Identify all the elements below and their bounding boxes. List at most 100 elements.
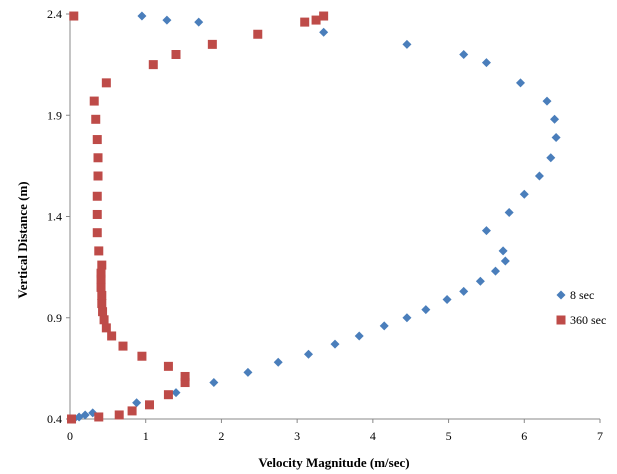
square-point (94, 412, 104, 422)
legend-square-marker (556, 315, 566, 325)
y-tick-label: 1.4 (47, 210, 62, 224)
y-axis-ticks: 0.4 0.9 1.4 1.9 2.4 (47, 7, 70, 426)
square-point (107, 331, 117, 341)
diamond-point (243, 367, 253, 377)
square-point (92, 228, 102, 238)
diamond-point (162, 15, 172, 25)
square-point (101, 323, 111, 333)
square-point (114, 410, 124, 420)
x-tick-label: 7 (597, 429, 603, 443)
y-axis-title: Vertical Distance (m) (15, 181, 30, 298)
square-point (93, 171, 103, 181)
diamond-point (442, 295, 452, 305)
diamond-point (209, 378, 219, 388)
diamond-point (504, 207, 514, 217)
square-point (171, 50, 181, 59)
square-point (99, 315, 109, 325)
diamond-point (459, 50, 469, 59)
square-point (93, 153, 103, 163)
diamond-point (319, 27, 329, 37)
x-tick-label: 4 (370, 429, 376, 443)
x-axis-title: Velocity Magnitude (m/sec) (258, 455, 409, 470)
square-point (96, 268, 106, 278)
diamond-point (491, 266, 501, 276)
diamond-point (421, 305, 431, 315)
diamond-point (519, 189, 529, 199)
square-point (96, 274, 106, 284)
square-point (101, 78, 111, 88)
square-point (69, 11, 79, 21)
x-tick-label: 0 (67, 429, 73, 443)
x-tick-label: 5 (446, 429, 452, 443)
diamond-point (304, 349, 313, 359)
legend-label: 8 sec (570, 288, 594, 302)
square-point (96, 282, 106, 292)
diamond-point (171, 388, 181, 398)
legend-item: 360 sec (556, 313, 606, 327)
diamond-point (500, 256, 510, 266)
diamond-point (551, 133, 561, 143)
square-point (148, 60, 158, 70)
diamond-point (459, 286, 469, 296)
diamond-point (80, 410, 90, 420)
square-point (92, 191, 102, 201)
diamond-point (546, 153, 556, 163)
x-axis-ticks: 0 1 2 3 4 5 6 7 (67, 419, 603, 443)
square-point (163, 361, 173, 371)
diamond-point (402, 313, 412, 323)
diamond-point (273, 357, 283, 367)
square-point (67, 414, 77, 424)
square-point (253, 29, 263, 39)
square-point (91, 114, 101, 124)
square-point (118, 341, 128, 351)
square-point (98, 307, 108, 317)
legend-label: 360 sec (570, 313, 606, 327)
diamond-point (194, 17, 204, 27)
y-tick-label: 2.4 (47, 7, 62, 21)
square-point (207, 39, 217, 49)
y-tick-label: 0.4 (47, 412, 62, 426)
square-point (319, 11, 329, 21)
diamond-point (550, 114, 560, 124)
plot-area (69, 14, 600, 420)
square-point (94, 246, 104, 256)
diamond-point (330, 339, 340, 349)
square-point (163, 390, 173, 400)
square-point (311, 15, 321, 25)
diamond-point (498, 246, 508, 256)
diamond-point (475, 276, 485, 286)
square-point (127, 406, 137, 416)
square-point (97, 299, 107, 309)
square-point (137, 351, 147, 361)
diamond-point (481, 58, 491, 68)
diamond-point (534, 171, 544, 181)
diamond-point (542, 96, 552, 106)
x-tick-label: 3 (294, 429, 300, 443)
x-tick-label: 1 (143, 429, 149, 443)
diamond-point (379, 321, 389, 331)
square-point (97, 260, 107, 270)
diamond-point (132, 398, 142, 408)
legend-item: 8 sec (556, 288, 594, 302)
legend: 8 sec 360 sec (556, 288, 606, 327)
diamond-point (402, 39, 412, 49)
square-point (180, 378, 190, 388)
legend-diamond-marker (556, 290, 566, 300)
data-points (67, 11, 561, 424)
diamond-point (481, 226, 491, 236)
y-tick-label: 0.9 (47, 311, 62, 325)
diamond-point (354, 331, 364, 341)
diamond-point (137, 11, 147, 21)
x-tick-label: 2 (218, 429, 224, 443)
diamond-point (516, 78, 525, 88)
square-point (180, 371, 190, 381)
x-tick-label: 6 (521, 429, 527, 443)
square-point (145, 400, 154, 410)
square-point (92, 135, 102, 145)
y-tick-label: 1.9 (47, 108, 62, 122)
series-8-sec (69, 11, 561, 424)
square-point (300, 17, 310, 27)
square-point (92, 209, 102, 219)
square-point (89, 96, 99, 106)
